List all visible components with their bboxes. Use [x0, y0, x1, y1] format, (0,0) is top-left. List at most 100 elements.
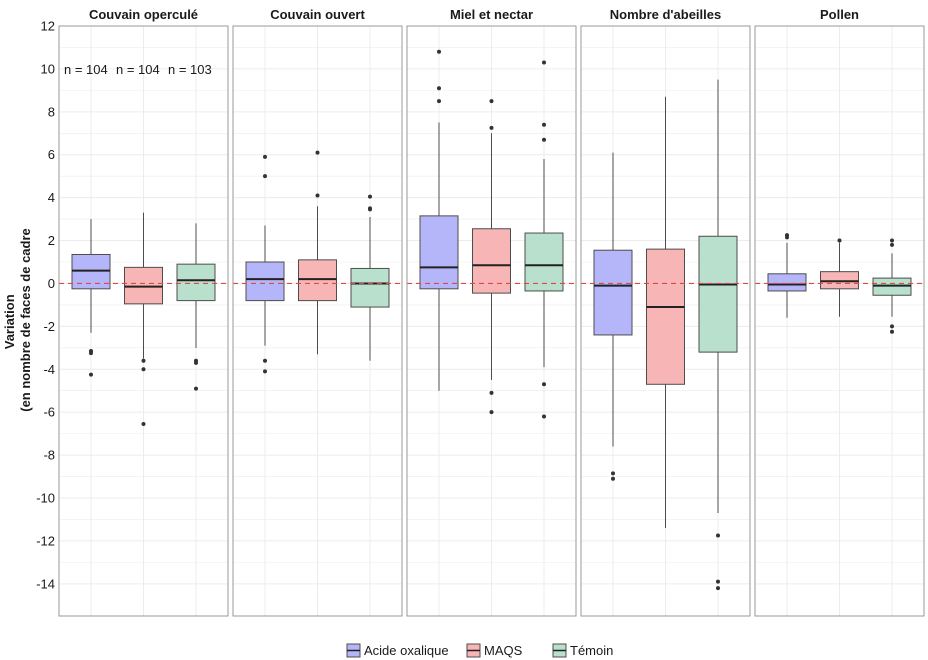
outlier-point: [315, 150, 320, 155]
boxplot: [419, 49, 459, 391]
legend-label: Acide oxalique: [364, 643, 449, 658]
boxplot: [245, 154, 285, 374]
outlier-point: [368, 207, 372, 212]
outlier-point: [141, 421, 146, 426]
sample-size-label: n = 104: [64, 62, 108, 77]
y-tick-label: -10: [36, 491, 55, 506]
boxplot: [524, 60, 564, 419]
y-tick-label: 2: [48, 233, 55, 248]
y-tick-label: 0: [48, 276, 55, 291]
box: [820, 271, 859, 290]
boxplot: [820, 238, 859, 317]
outlier-point: [263, 174, 267, 179]
box: [472, 228, 511, 294]
outlier-point: [437, 86, 441, 91]
panel-title: Couvain ouvert: [270, 7, 365, 22]
facet-panel: Pollen: [754, 7, 925, 617]
box: [176, 263, 216, 302]
sample-size-label: n = 104: [116, 62, 160, 77]
box: [124, 266, 163, 305]
box: [698, 235, 738, 353]
y-tick-label: -2: [43, 319, 55, 334]
boxplot: [767, 233, 807, 318]
facet-panel: Couvain operculé: [58, 7, 229, 617]
y-tick-label: 12: [41, 19, 55, 34]
outlier-point: [542, 382, 546, 387]
outlier-point: [716, 579, 720, 584]
outlier-point: [542, 137, 546, 142]
boxplot: [872, 238, 912, 334]
boxplot: [350, 194, 390, 361]
outlier-point: [437, 99, 441, 104]
outlier-point: [890, 238, 894, 243]
y-axis-title: Variation (en nombre de faces de cadre: [2, 228, 33, 412]
sample-size-label: n = 103: [168, 62, 212, 77]
y-tick-label: -12: [36, 533, 55, 548]
outlier-point: [194, 360, 198, 365]
legend-item: Acide oxalique: [346, 643, 449, 658]
outlier-point: [785, 235, 789, 240]
outlier-point: [263, 154, 267, 159]
outlier-point: [542, 60, 546, 65]
sample-size-annotations: n = 104 n = 104 n = 103: [64, 62, 212, 77]
outlier-point: [263, 369, 267, 374]
y-tick-label: -14: [36, 576, 55, 591]
box: [524, 232, 564, 292]
outlier-point: [89, 372, 93, 377]
panel-title: Nombre d'abeilles: [610, 7, 721, 22]
outlier-point: [368, 194, 372, 199]
box: [298, 259, 337, 302]
outlier-point: [315, 193, 320, 198]
y-tick-label: -4: [43, 362, 55, 377]
outlier-point: [89, 351, 93, 356]
y-tick-label: 10: [41, 61, 55, 76]
boxplot: [593, 152, 633, 481]
box: [646, 248, 685, 385]
boxplot: [176, 223, 216, 391]
outlier-point: [489, 390, 494, 395]
y-axis-title-line-2: (en nombre de faces de cadre: [18, 228, 33, 412]
outlier-point: [194, 386, 198, 391]
outlier-point: [542, 122, 546, 127]
box: [245, 261, 285, 302]
boxplot: [646, 96, 685, 529]
y-tick-label: -8: [43, 448, 55, 463]
legend-item: Témoin: [552, 643, 613, 658]
legend: Acide oxalique MAQS Témoin: [346, 643, 613, 658]
y-tick-label: 8: [48, 104, 55, 119]
panel-border: [406, 25, 577, 617]
facet-panel: Miel et nectar: [406, 7, 577, 617]
outlier-point: [837, 238, 842, 243]
boxplot: [71, 219, 111, 377]
boxplot: [698, 79, 738, 591]
facet-panel: Couvain ouvert: [232, 7, 403, 617]
panel-border: [58, 25, 229, 617]
box: [593, 249, 633, 336]
outlier-point: [263, 358, 267, 363]
boxplot: [472, 99, 511, 415]
facet-panel: Nombre d'abeilles: [580, 7, 751, 617]
panel-title: Pollen: [820, 7, 859, 22]
legend-item: MAQS: [466, 643, 523, 658]
outlier-point: [611, 471, 615, 476]
y-tick-label: 4: [48, 190, 55, 205]
panel-title: Couvain operculé: [89, 7, 198, 22]
outlier-point: [489, 125, 494, 130]
panel-title: Miel et nectar: [450, 7, 533, 22]
outlier-point: [890, 242, 894, 247]
boxplot: [124, 212, 163, 426]
outlier-point: [542, 414, 546, 419]
outlier-point: [489, 99, 494, 104]
outlier-point: [890, 324, 894, 329]
y-tick-label: -6: [43, 405, 55, 420]
outlier-point: [141, 358, 146, 363]
outlier-point: [890, 329, 894, 334]
box: [350, 267, 390, 308]
facet-panels: Couvain operculé Couvain ouvert Miel et ne…: [58, 7, 925, 617]
box: [419, 215, 459, 290]
box: [767, 273, 807, 292]
panel-border: [754, 25, 925, 617]
legend-label: MAQS: [484, 643, 523, 658]
outlier-point: [611, 476, 615, 481]
